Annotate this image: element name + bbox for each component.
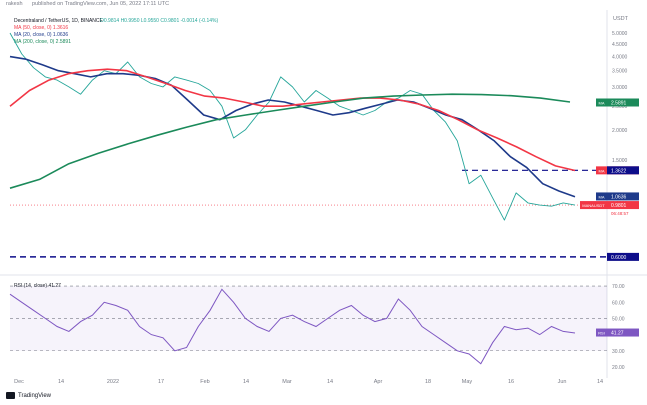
x-tick-label: Jun bbox=[558, 379, 567, 385]
price-badge-tag bbox=[596, 98, 607, 107]
y-tick-label: 1.5000 bbox=[612, 158, 628, 164]
rsi-line bbox=[9, 288, 576, 365]
y-tick-label: 2.5000 bbox=[612, 104, 628, 110]
x-tick-label: Feb bbox=[200, 379, 209, 385]
x-tick-label: May bbox=[462, 379, 473, 385]
rsi-badge-tag bbox=[596, 328, 607, 337]
x-tick-label: 18 bbox=[425, 379, 431, 385]
price-badge-tag-text: MA bbox=[599, 168, 605, 173]
price-badge-value-bg bbox=[607, 201, 639, 210]
y-tick-label: 3.0000 bbox=[612, 85, 628, 91]
price-badge-tag bbox=[596, 166, 607, 175]
level-badge-value: 1.3622 bbox=[611, 168, 627, 174]
y-tick-label: 2.0000 bbox=[612, 128, 628, 134]
y-tick-label: 4.5000 bbox=[612, 42, 628, 48]
level-badge-bg bbox=[607, 166, 639, 175]
rsi-badge-value: 41.27 bbox=[611, 331, 624, 337]
price-badge-value: 2.5891 bbox=[611, 100, 627, 106]
chart-title: Decentraland / TetherUS, 1D, BINANCE bbox=[14, 18, 104, 24]
price-badge-tag bbox=[596, 192, 607, 201]
x-tick-label: Mar bbox=[282, 379, 292, 385]
price-badge-MA: MA 1.0636 bbox=[596, 192, 639, 201]
chart-header: rakesh published on TradingView.com, Jun… bbox=[0, 0, 647, 22]
series-line-3 bbox=[9, 93, 571, 189]
series-line-0 bbox=[9, 32, 576, 221]
price-badge-tag bbox=[580, 201, 607, 210]
price-badge-tag-text: MANAUSDT bbox=[582, 203, 605, 208]
series-line-2 bbox=[9, 68, 576, 172]
tradingview-logo-icon bbox=[6, 392, 15, 399]
x-tick-label: 17 bbox=[158, 379, 164, 385]
x-tick-label: 14 bbox=[58, 379, 64, 385]
rsi-band-fill bbox=[10, 286, 607, 351]
price-badge-value-bg bbox=[607, 192, 639, 201]
rsi-badge-tag-text: RSI bbox=[598, 331, 605, 336]
rsi-tick-label: 50.00 bbox=[612, 316, 625, 322]
publish-info: published on TradingView.com, Jun 05, 20… bbox=[32, 1, 170, 7]
y-tick-label: 4.0000 bbox=[612, 55, 628, 61]
rsi-tick-label: 20.00 bbox=[612, 365, 625, 371]
x-tick-label: Dec bbox=[14, 379, 24, 385]
rsi-tick-label: 30.00 bbox=[612, 349, 625, 355]
price-badge-1.3622: 1.3622 bbox=[607, 166, 639, 175]
brand-name: TradingView bbox=[18, 393, 52, 400]
price-badge-tag-text: MA bbox=[599, 100, 605, 105]
ohlc-readout: O0.9814 H0.9950 L0.9550 C0.9801 -0.0014 … bbox=[100, 18, 218, 24]
level-badge-bg bbox=[607, 252, 639, 261]
y-tick-label: 3.5000 bbox=[612, 69, 628, 75]
x-tick-label: 14 bbox=[597, 379, 603, 385]
price-badge-tag-text: MA bbox=[599, 194, 605, 199]
level-badge-value: 0.6000 bbox=[611, 255, 627, 261]
x-tick-label: 14 bbox=[243, 379, 249, 385]
indicator-legend-0: MA (50, close, 0) 1.3616 bbox=[14, 25, 68, 31]
price-badge-value: 0.9801 bbox=[611, 203, 627, 209]
currency-label: USDT bbox=[613, 16, 628, 22]
x-tick-label: 14 bbox=[327, 379, 333, 385]
price-badge-0.6000: 0.6000 bbox=[607, 252, 639, 261]
series-line-1 bbox=[9, 55, 576, 198]
x-tick-label: Apr bbox=[374, 379, 383, 385]
tradingview-logo: TradingView bbox=[6, 392, 51, 399]
rsi-badge-value-bg bbox=[607, 328, 639, 337]
y-tick-label: 5.0000 bbox=[612, 31, 628, 37]
price-badge-value: 1.0636 bbox=[611, 194, 627, 200]
rsi-tick-label: 60.00 bbox=[612, 300, 625, 306]
price-badge-value-bg bbox=[607, 98, 639, 107]
x-tick-label: 16 bbox=[508, 379, 514, 385]
price-badge-MANAUSDT: MANAUSDT 0.9801 bbox=[580, 201, 639, 210]
indicator-legend-2: MA (200, close, 0) 2.5891 bbox=[14, 39, 71, 45]
rsi-tick-label: 70.00 bbox=[612, 284, 625, 290]
rsi-title: RSI (14, close) 41.27 bbox=[14, 283, 61, 289]
x-tick-label: 2022 bbox=[107, 379, 119, 385]
author-name: rakesh bbox=[6, 1, 23, 7]
countdown-timer: 06:48:57 bbox=[611, 211, 629, 216]
price-badge-MA: MA 2.5891 bbox=[596, 98, 639, 107]
indicator-legend-1: MA (20, close, 0) 1.0636 bbox=[14, 32, 68, 38]
